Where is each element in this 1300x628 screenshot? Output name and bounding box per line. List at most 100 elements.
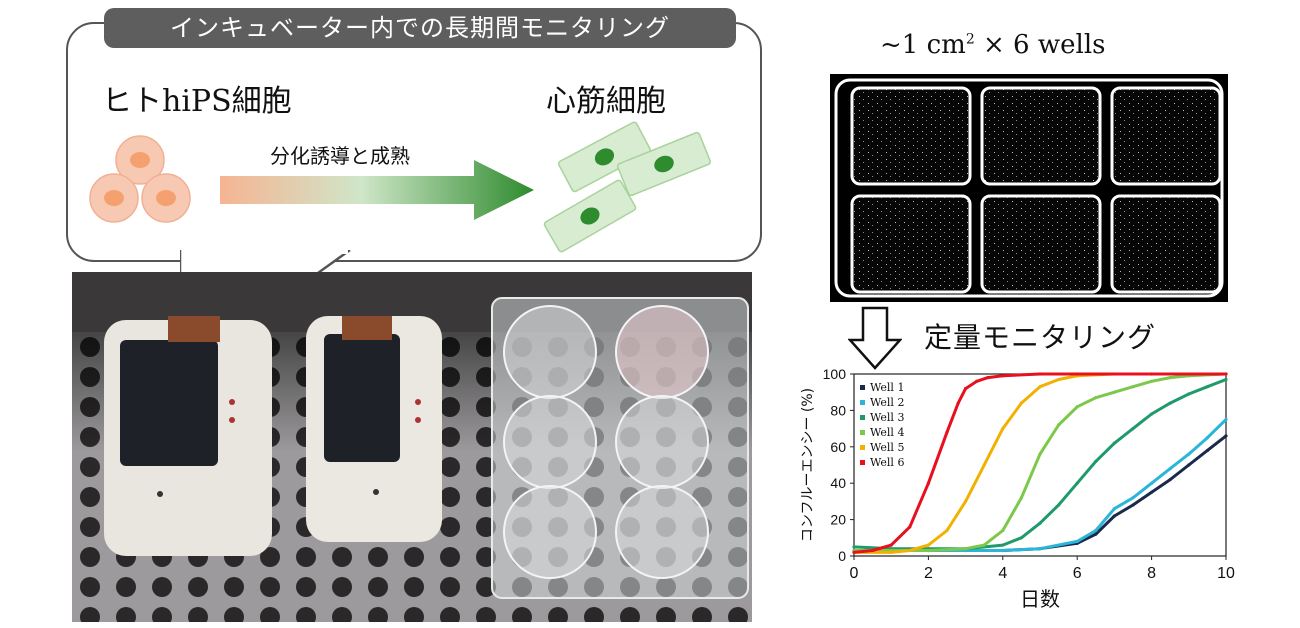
data-point bbox=[1075, 539, 1079, 544]
hips-cell bbox=[141, 173, 191, 223]
data-point bbox=[1150, 372, 1154, 376]
data-point bbox=[1168, 376, 1172, 380]
x-tick-label: 6 bbox=[1073, 565, 1082, 582]
six-well-plate bbox=[491, 297, 749, 599]
data-point bbox=[1094, 459, 1098, 463]
data-point bbox=[1131, 503, 1135, 507]
imaging-device bbox=[104, 316, 272, 556]
data-point bbox=[945, 528, 949, 533]
data-point bbox=[1112, 390, 1116, 394]
data-point bbox=[1187, 452, 1191, 456]
y-tick-label: 0 bbox=[838, 548, 846, 564]
y-tick-label: 20 bbox=[830, 512, 846, 528]
legend-marker bbox=[860, 460, 865, 465]
data-point bbox=[1038, 452, 1042, 456]
data-point bbox=[982, 463, 986, 467]
plate-caption-suffix: × 6 wells bbox=[974, 30, 1106, 60]
plate-well bbox=[1110, 194, 1222, 294]
data-point bbox=[964, 386, 968, 391]
data-point bbox=[889, 543, 893, 547]
data-point bbox=[1001, 548, 1005, 553]
data-point bbox=[926, 543, 930, 547]
quantitative-monitoring-label: 定量モニタリング bbox=[924, 321, 1157, 354]
x-tick-label: 8 bbox=[1147, 565, 1156, 582]
well-plate-image bbox=[830, 74, 1228, 302]
data-point bbox=[1224, 417, 1228, 422]
data-point bbox=[852, 545, 856, 549]
data-point bbox=[1019, 496, 1023, 500]
data-point bbox=[1019, 536, 1023, 540]
data-point bbox=[1075, 405, 1079, 409]
data-point bbox=[1112, 514, 1116, 518]
legend-entry: Well 2 bbox=[870, 396, 904, 409]
data-point bbox=[926, 548, 930, 553]
series-line bbox=[854, 418, 1228, 552]
data-point bbox=[1112, 507, 1116, 511]
data-point bbox=[1001, 528, 1005, 533]
data-point bbox=[1001, 543, 1005, 547]
data-point bbox=[964, 547, 968, 551]
data-point bbox=[1187, 392, 1191, 396]
hips-cell bbox=[115, 135, 165, 185]
cardiomyocyte-label: 心筋細胞 bbox=[546, 84, 666, 119]
y-tick-label: 80 bbox=[830, 402, 846, 418]
data-point bbox=[964, 499, 968, 503]
data-point bbox=[1019, 401, 1023, 405]
legend-entry: Well 4 bbox=[870, 426, 904, 439]
legend-marker bbox=[860, 430, 865, 435]
x-axis-label: 日数 bbox=[1020, 587, 1060, 611]
data-point bbox=[956, 401, 960, 405]
x-tick-label: 4 bbox=[998, 565, 1007, 582]
y-tick-label: 40 bbox=[830, 475, 846, 491]
data-point bbox=[1187, 463, 1191, 467]
data-point bbox=[1094, 528, 1098, 533]
data-point bbox=[1001, 427, 1005, 431]
data-point bbox=[1150, 490, 1154, 494]
data-point bbox=[1205, 448, 1209, 453]
incubator-photo bbox=[72, 272, 752, 622]
data-point bbox=[1205, 436, 1209, 440]
plate-caption: ~1 cm2 × 6 wells bbox=[880, 30, 1105, 60]
data-point bbox=[986, 376, 990, 380]
data-point bbox=[1057, 503, 1061, 507]
data-point bbox=[1038, 385, 1042, 389]
legend-entry: Well 1 bbox=[870, 381, 904, 394]
y-tick-label: 60 bbox=[830, 439, 846, 455]
cardiomyocyte bbox=[543, 179, 637, 253]
data-point bbox=[1038, 372, 1042, 376]
legend-marker bbox=[860, 415, 865, 420]
legend-marker bbox=[860, 445, 865, 450]
hips-cell bbox=[89, 173, 139, 223]
data-point bbox=[1094, 396, 1098, 400]
plate-well bbox=[980, 86, 1102, 186]
data-point bbox=[1038, 547, 1042, 551]
down-arrow-icon bbox=[848, 306, 902, 370]
data-point bbox=[975, 379, 979, 383]
data-point bbox=[1131, 385, 1135, 389]
data-point bbox=[1205, 385, 1209, 389]
data-point bbox=[1112, 441, 1116, 445]
x-tick-label: 0 bbox=[850, 565, 859, 582]
data-point bbox=[1168, 477, 1172, 482]
incubator-photo-drawing bbox=[72, 272, 752, 622]
plate-well bbox=[980, 194, 1102, 294]
cardiomyocyte bbox=[557, 121, 651, 193]
data-point bbox=[908, 525, 912, 529]
data-point bbox=[1131, 427, 1135, 431]
cardiomyocyte bbox=[616, 131, 712, 197]
x-tick-label: 2 bbox=[924, 565, 933, 582]
well-plate-drawing bbox=[834, 78, 1224, 298]
data-point bbox=[1001, 374, 1005, 378]
data-point bbox=[1224, 377, 1228, 382]
data-point bbox=[1075, 372, 1079, 376]
y-tick-label: 100 bbox=[823, 366, 847, 382]
data-point bbox=[945, 430, 949, 434]
plate-caption-superscript: 2 bbox=[965, 31, 975, 48]
data-point bbox=[1224, 434, 1228, 438]
y-axis-label: コンフルーエンシー (%) bbox=[800, 388, 816, 542]
data-point bbox=[926, 481, 930, 485]
legend-marker bbox=[860, 385, 865, 390]
data-point bbox=[889, 550, 893, 554]
data-point bbox=[1075, 481, 1079, 485]
legend-entry: Well 5 bbox=[870, 441, 904, 454]
